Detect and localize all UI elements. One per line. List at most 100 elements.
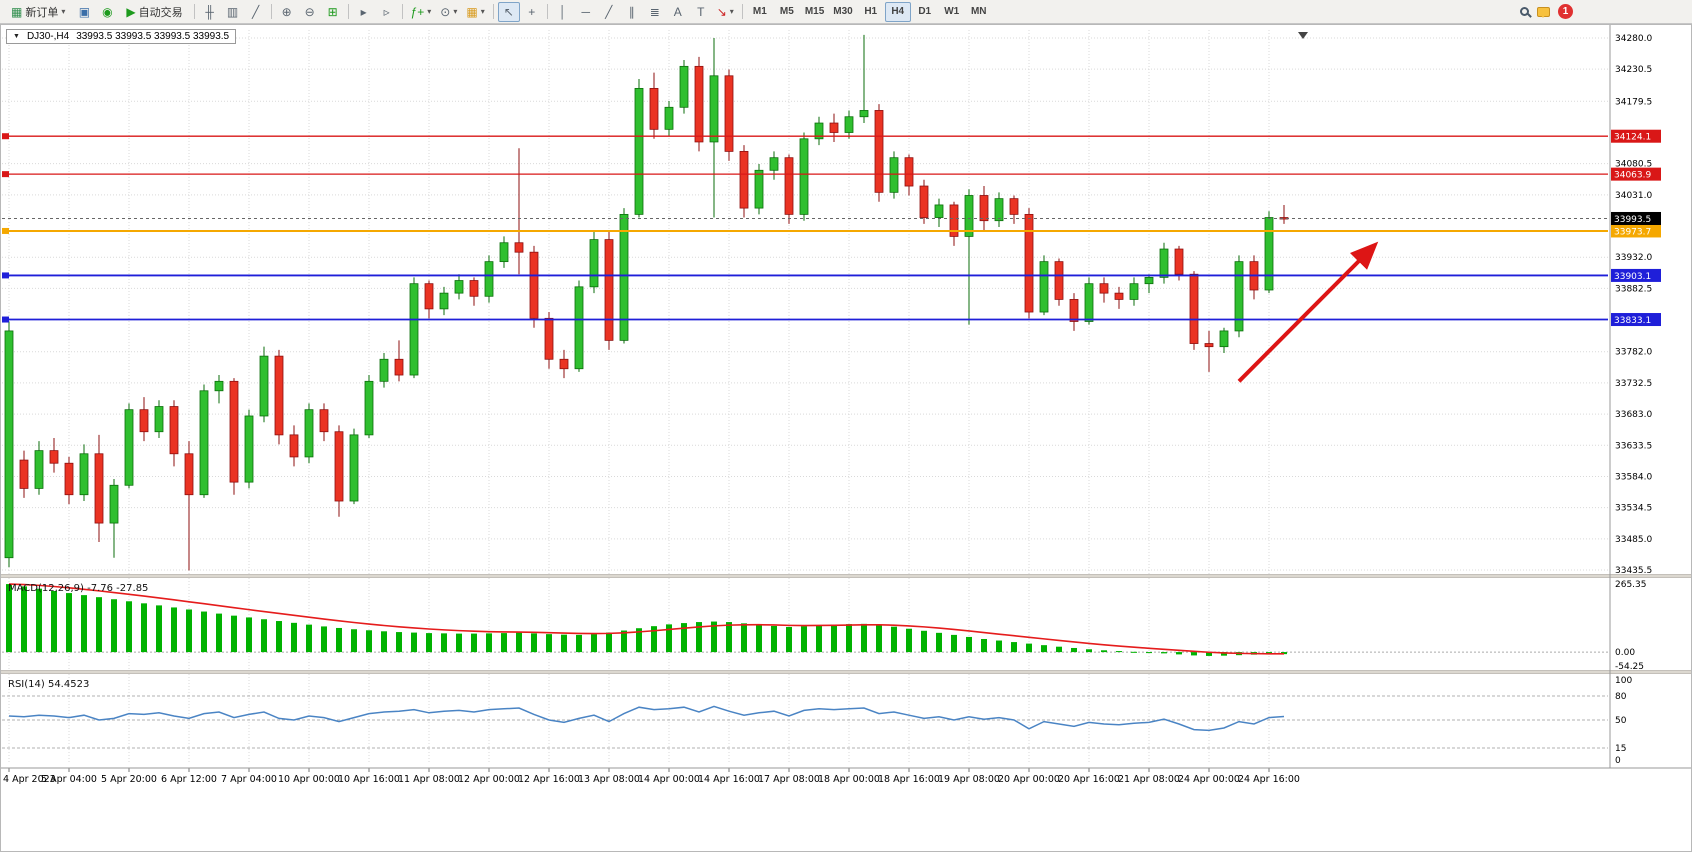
candle-body	[1039, 261, 1049, 313]
macd-bar	[1116, 651, 1122, 653]
chart-area: 4 Apr 2023 5 Apr 04:00 5 Apr 20:00 6 Apr 12…	[0, 24, 1692, 852]
zoom-in-icon: ⊕	[281, 4, 292, 19]
toolbar-separator	[401, 4, 403, 19]
macd-bar	[741, 623, 747, 653]
timeframe-mn-button[interactable]: MN	[966, 2, 992, 22]
macd-bar	[21, 586, 27, 653]
text-label-tool-button[interactable]: T	[690, 2, 712, 22]
channel-icon: ∥	[628, 4, 635, 19]
candle-body	[814, 122, 824, 140]
candlestick-chart-button[interactable]: ▥	[222, 2, 244, 22]
templates-button[interactable]: ▦ ▾	[462, 2, 488, 22]
new-order-button[interactable]: ▦ 新订单 ▾	[4, 2, 72, 22]
candle-body	[1219, 330, 1229, 348]
auto-scroll-button[interactable]: ▸	[353, 2, 375, 22]
auto-trading-button[interactable]: ▶ 自动交易	[119, 2, 189, 22]
panel-separator[interactable]	[0, 574, 1692, 578]
indicators-button[interactable]: ƒ+ ▾	[407, 2, 436, 22]
macd-bar	[951, 634, 957, 653]
macd-bar	[246, 617, 252, 653]
macd-bar	[381, 631, 387, 653]
macd-bar	[501, 633, 507, 653]
tile-windows-button[interactable]: ⊞	[322, 2, 344, 22]
candle-body	[1114, 292, 1124, 300]
line-left-tag	[2, 171, 9, 178]
macd-bar	[801, 626, 807, 653]
macd-bar	[486, 633, 492, 653]
chart-shift-button[interactable]: ▹	[376, 2, 398, 22]
candle-body	[364, 380, 374, 436]
time-axis-label: 17 Apr 08:00	[758, 774, 820, 785]
zoom-in-button[interactable]: ⊕	[276, 2, 298, 22]
line-left-tag	[2, 272, 9, 279]
candle-body	[199, 390, 209, 496]
fibonacci-tool-button[interactable]: ≣	[644, 2, 666, 22]
macd-bar	[891, 626, 897, 653]
timeframe-m15-button[interactable]: M15	[801, 2, 828, 22]
time-axis-label: 20 Apr 00:00	[998, 774, 1060, 785]
channel-tool-button[interactable]: ∥	[621, 2, 643, 22]
periods-button[interactable]: ⊙ ▾	[436, 2, 461, 22]
macd-bar	[66, 593, 72, 653]
candle-body	[979, 195, 989, 222]
macd-bar	[261, 619, 267, 653]
price-tick-label: 33782.0	[1615, 348, 1652, 358]
candle-body	[439, 292, 449, 310]
time-axis-label: 10 Apr 16:00	[338, 774, 400, 785]
timeframe-h1-button[interactable]: H1	[858, 2, 884, 22]
timeframe-m5-button[interactable]: M5	[774, 2, 800, 22]
profile-button[interactable]: ▣	[73, 2, 95, 22]
candle-body	[1204, 343, 1214, 348]
window-menu-icon[interactable]: ▼	[13, 33, 20, 40]
chat-icon[interactable]	[1537, 6, 1550, 18]
cursor-tool-button[interactable]: ↖	[497, 1, 520, 22]
trend-arrow-annotation[interactable]	[1237, 241, 1379, 383]
text-tool-button[interactable]: A	[667, 2, 689, 22]
candle-body	[409, 283, 419, 376]
candle-body	[859, 110, 869, 118]
candle-body	[649, 87, 659, 130]
candle-body	[1009, 198, 1019, 215]
macd-bar	[1191, 652, 1197, 656]
candle-body	[1024, 213, 1034, 313]
candle-body	[484, 261, 494, 297]
macd-bar	[726, 622, 732, 653]
time-axis-label: 10 Apr 00:00	[278, 774, 340, 785]
candle-body	[799, 138, 809, 215]
search-icon[interactable]	[1520, 7, 1529, 16]
arrow-icon: ↘	[716, 4, 727, 19]
candle-body	[319, 409, 329, 433]
candle-body	[109, 484, 119, 524]
community-button[interactable]: ◉	[96, 2, 118, 22]
line-chart-button[interactable]: ╱	[245, 2, 267, 22]
timeframe-m1-button[interactable]: M1	[747, 2, 773, 22]
zoom-out-button[interactable]: ⊖	[299, 2, 321, 22]
price-level-lines[interactable]: 34124.1 34063.9 33973.7 33903.1 33833.1	[2, 129, 1661, 327]
crosshair-tool-button[interactable]: +	[521, 2, 543, 22]
arrows-tool-button[interactable]: ↘ ▾	[713, 2, 738, 22]
chart-shift-icon: ▹	[383, 4, 390, 19]
macd-bar	[1101, 650, 1107, 653]
timeframe-w1-button[interactable]: W1	[939, 2, 965, 22]
candle-body	[604, 239, 614, 341]
time-axis-label: 18 Apr 16:00	[878, 774, 940, 785]
time-axis-label: 18 Apr 00:00	[818, 774, 880, 785]
macd-bar	[156, 605, 162, 653]
candle-body	[94, 453, 104, 524]
notification-badge[interactable]: 1	[1558, 4, 1573, 19]
vertical-line-tool-button[interactable]: │	[552, 2, 574, 22]
trendline-tool-button[interactable]: ╱	[598, 2, 620, 22]
horizontal-line-tool-button[interactable]: ─	[575, 2, 597, 22]
macd-bar	[591, 634, 597, 653]
macd-bar	[111, 599, 117, 653]
timeframe-h4-button[interactable]: H4	[884, 1, 911, 22]
timeframe-m30-button[interactable]: M30	[829, 2, 856, 22]
timeframe-d1-button[interactable]: D1	[912, 2, 938, 22]
macd-bar	[186, 609, 192, 653]
macd-bar	[711, 621, 717, 653]
bar-chart-button[interactable]: ╫	[199, 2, 221, 22]
chart-shift-marker[interactable]	[1298, 32, 1308, 39]
panel-separator[interactable]	[0, 670, 1692, 674]
chevron-down-icon: ▾	[453, 7, 458, 16]
